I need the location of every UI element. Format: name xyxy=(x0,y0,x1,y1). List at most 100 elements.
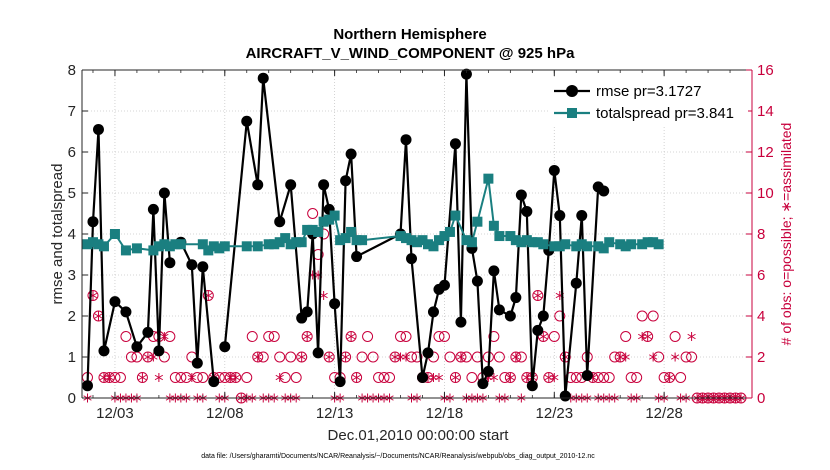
possible-obs-marker xyxy=(263,331,275,342)
asterisk-stroke xyxy=(187,374,196,381)
totalspread-point xyxy=(538,239,549,250)
totalspread-point xyxy=(219,241,230,252)
rmse-point xyxy=(340,175,352,187)
totalspread-point xyxy=(274,237,285,248)
possible-obs-marker xyxy=(169,372,181,383)
totalspread-point xyxy=(120,245,131,256)
rmse-point xyxy=(197,261,209,273)
totalspread-point xyxy=(214,243,225,254)
possible-obs-marker xyxy=(290,372,302,383)
y-right-tick-label: 12 xyxy=(757,144,774,161)
possible-obs-marker xyxy=(680,351,692,363)
x-tick-label: 12/03 xyxy=(96,405,134,422)
assimilated-obs-marker xyxy=(511,352,520,362)
possible-obs-marker xyxy=(274,351,286,363)
totalspread-point xyxy=(593,241,604,252)
y-left-tick-label: 2 xyxy=(68,308,76,325)
rmse-point xyxy=(438,279,450,291)
assimilated-obs-marker xyxy=(94,311,103,321)
assimilated-obs-marker xyxy=(643,332,652,341)
rmse-point xyxy=(241,115,253,127)
assimilated-obs-marker xyxy=(456,352,466,362)
asterisk-stroke xyxy=(533,292,542,299)
rmse-line xyxy=(86,128,171,386)
rmse-point xyxy=(559,390,571,402)
possible-obs-marker xyxy=(493,351,505,363)
rmse-point xyxy=(537,310,549,322)
totalspread-point xyxy=(285,239,296,250)
totalspread-point xyxy=(203,245,214,256)
rmse-point xyxy=(345,148,357,160)
rmse-point xyxy=(526,380,538,392)
possible-obs-marker xyxy=(362,331,374,342)
possible-obs-marker xyxy=(351,372,363,383)
totalspread-point xyxy=(620,241,631,252)
possible-obs-marker xyxy=(202,290,214,301)
asterisk-stroke xyxy=(401,354,411,360)
assimilated-obs-marker xyxy=(649,352,658,362)
totalspread-point xyxy=(615,239,626,250)
possible-obs-marker xyxy=(488,331,500,342)
totalspread-point xyxy=(510,235,521,246)
rmse-point xyxy=(488,265,500,277)
asterisk-stroke xyxy=(670,354,680,360)
possible-obs-marker xyxy=(669,331,681,342)
possible-obs-marker xyxy=(444,351,456,363)
possible-obs-marker xyxy=(158,351,170,363)
possible-obs-marker xyxy=(675,372,687,383)
assimilated-obs-marker xyxy=(324,352,334,362)
asterisk-stroke xyxy=(434,374,444,381)
rmse-point xyxy=(109,296,121,308)
totalspread-point xyxy=(351,235,362,246)
possible-obs-marker xyxy=(384,372,396,383)
assimilated-obs-marker xyxy=(346,332,356,341)
y-left-tick-label: 4 xyxy=(68,226,76,243)
totalspread-point xyxy=(626,239,637,250)
rmse-point xyxy=(285,179,297,191)
asterisk-stroke xyxy=(456,354,466,360)
possible-obs-marker xyxy=(570,372,582,383)
possible-obs-marker xyxy=(296,351,308,363)
totalspread-point xyxy=(439,231,450,242)
totalspread-point xyxy=(472,216,483,227)
possible-obs-marker xyxy=(537,331,549,342)
y-right-tick-label: 8 xyxy=(757,226,765,243)
rmse-point xyxy=(318,179,330,191)
totalspread-point xyxy=(340,233,351,244)
possible-obs-marker xyxy=(636,310,648,322)
rmse-point xyxy=(406,253,418,265)
rmse-point xyxy=(312,347,324,359)
rmse-point xyxy=(142,326,154,338)
rmse-point xyxy=(158,187,170,199)
possible-obs-marker xyxy=(197,372,209,383)
totalspread-point xyxy=(357,235,368,246)
totalspread-point xyxy=(417,235,428,246)
legend-box xyxy=(548,78,748,126)
possible-obs-marker xyxy=(373,372,385,383)
totalspread-point xyxy=(571,241,582,252)
totalspread-point xyxy=(208,241,219,252)
totalspread-point xyxy=(175,239,186,250)
possible-obs-marker xyxy=(631,372,643,383)
totalspread-point xyxy=(554,241,565,252)
possible-obs-marker xyxy=(378,372,390,383)
asterisk-stroke xyxy=(319,292,328,299)
rmse-point xyxy=(81,380,93,392)
totalspread-point xyxy=(422,239,433,250)
assimilated-obs-marker xyxy=(341,352,350,362)
x-tick-label: 12/18 xyxy=(426,405,464,422)
assimilated-obs-marker xyxy=(105,373,114,382)
asterisk-stroke xyxy=(643,333,652,340)
totalspread-point xyxy=(329,210,340,221)
totalspread-point xyxy=(263,239,274,250)
possible-obs-marker xyxy=(307,208,319,219)
totalspread-point xyxy=(252,241,263,252)
possible-obs-marker xyxy=(400,331,412,342)
rmse-point xyxy=(570,277,582,289)
possible-obs-marker xyxy=(87,290,99,301)
totalspread-point xyxy=(560,239,571,250)
possible-obs-marker xyxy=(175,372,187,383)
totalspread-point xyxy=(637,239,648,250)
totalspread-point xyxy=(318,216,329,227)
asterisk-stroke xyxy=(489,374,499,381)
